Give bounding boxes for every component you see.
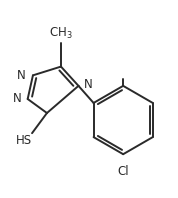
Text: CH$_3$: CH$_3$: [49, 26, 73, 41]
Text: N: N: [12, 92, 21, 105]
Text: N: N: [17, 69, 26, 82]
Text: Cl: Cl: [117, 165, 129, 178]
Text: N: N: [84, 78, 93, 91]
Text: HS: HS: [16, 134, 32, 147]
